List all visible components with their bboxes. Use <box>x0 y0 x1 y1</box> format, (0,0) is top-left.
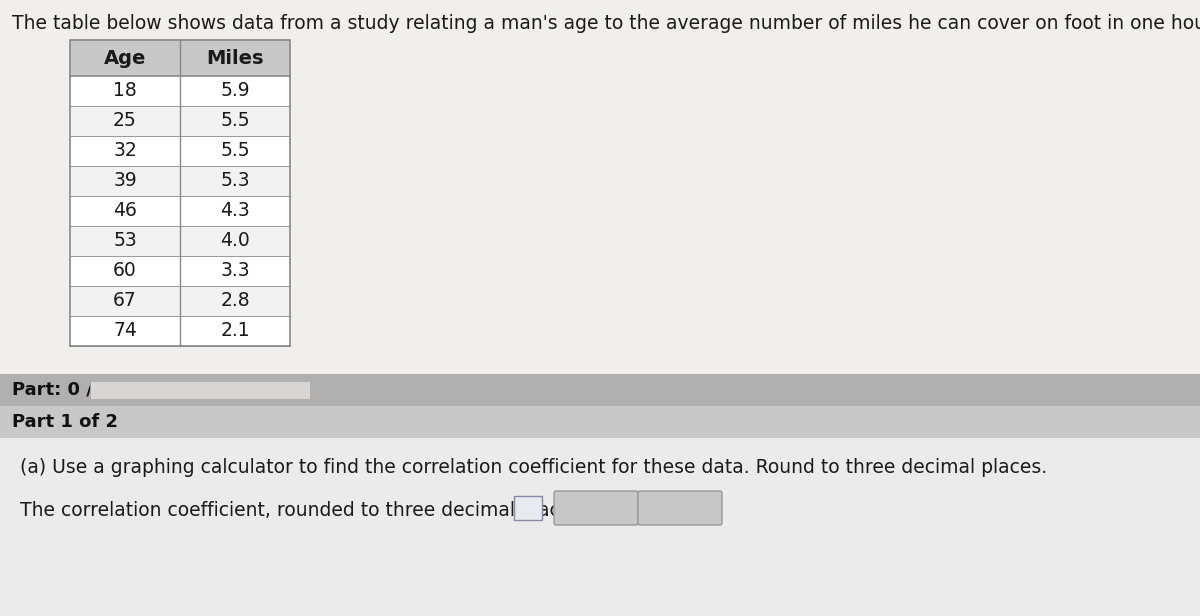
Text: 2.1: 2.1 <box>220 322 250 341</box>
Bar <box>0 438 1200 616</box>
Bar <box>70 76 290 106</box>
FancyBboxPatch shape <box>554 491 638 525</box>
Text: The correlation coefficient, rounded to three decimal places, is: The correlation coefficient, rounded to … <box>20 500 608 519</box>
Text: Age: Age <box>104 49 146 68</box>
Bar <box>70 40 290 346</box>
Text: 32: 32 <box>113 142 137 161</box>
Bar <box>70 196 290 226</box>
Bar <box>70 316 290 346</box>
FancyBboxPatch shape <box>638 491 722 525</box>
Text: 67: 67 <box>113 291 137 310</box>
Bar <box>514 496 542 520</box>
Text: 60: 60 <box>113 262 137 280</box>
Bar <box>0 406 1200 438</box>
Text: Part: 0 / 2: Part: 0 / 2 <box>12 381 112 399</box>
Bar <box>70 286 290 316</box>
Text: 5.9: 5.9 <box>220 81 250 100</box>
Text: 5.3: 5.3 <box>220 171 250 190</box>
Text: 5.5: 5.5 <box>220 111 250 131</box>
Bar <box>0 374 1200 406</box>
Bar <box>70 40 290 76</box>
Text: .: . <box>544 500 550 519</box>
Text: 4.0: 4.0 <box>220 232 250 251</box>
Bar <box>70 166 290 196</box>
Text: Ṣ: Ṣ <box>674 498 686 517</box>
Text: 18: 18 <box>113 81 137 100</box>
Text: 4.3: 4.3 <box>220 201 250 221</box>
Text: 53: 53 <box>113 232 137 251</box>
Bar <box>70 136 290 166</box>
Text: 46: 46 <box>113 201 137 221</box>
Bar <box>90 381 310 399</box>
Text: 5.5: 5.5 <box>220 142 250 161</box>
Text: 39: 39 <box>113 171 137 190</box>
Text: 25: 25 <box>113 111 137 131</box>
Text: Miles: Miles <box>206 49 264 68</box>
Text: (a) Use a graphing calculator to find the correlation coefficient for these data: (a) Use a graphing calculator to find th… <box>20 458 1048 477</box>
Text: The table below shows data from a study relating a man's age to the average numb: The table below shows data from a study … <box>12 14 1200 33</box>
Bar <box>70 256 290 286</box>
Text: 2.8: 2.8 <box>220 291 250 310</box>
Text: 3.3: 3.3 <box>220 262 250 280</box>
Text: X: X <box>580 498 593 517</box>
Text: Part 1 of 2: Part 1 of 2 <box>12 413 118 431</box>
Bar <box>70 106 290 136</box>
Bar <box>70 226 290 256</box>
Text: 74: 74 <box>113 322 137 341</box>
